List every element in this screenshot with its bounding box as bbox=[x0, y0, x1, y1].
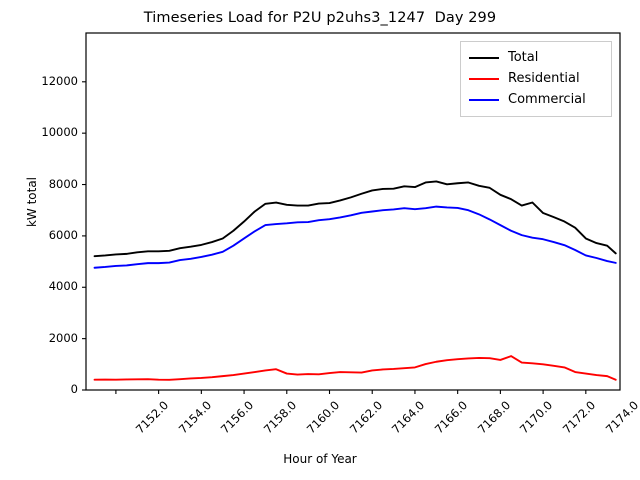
legend-item: Residential bbox=[469, 68, 603, 89]
plot-frame bbox=[85, 32, 621, 391]
legend-label: Residential bbox=[508, 71, 580, 86]
tick-marks bbox=[82, 81, 587, 394]
legend-swatch-line-icon bbox=[469, 77, 499, 80]
y-tick-label: 6000 bbox=[48, 227, 78, 242]
y-tick-label: 4000 bbox=[48, 279, 78, 294]
y-tick-label: 8000 bbox=[48, 176, 78, 191]
series-lines bbox=[93, 180, 617, 381]
y-axis-label: kW total bbox=[25, 176, 39, 228]
chart-legend: Total Residential Commercial bbox=[460, 41, 612, 117]
series-line-total bbox=[93, 180, 617, 258]
legend-swatch-line-icon bbox=[469, 56, 499, 59]
y-tick-label: 2000 bbox=[48, 330, 78, 345]
y-tick-label: 12000 bbox=[41, 73, 78, 88]
legend-label: Total bbox=[508, 50, 539, 65]
chart-title: Timeseries Load for P2U p2uhs3_1247 Day … bbox=[143, 10, 497, 26]
x-axis-label: Hour of Year bbox=[283, 452, 357, 466]
legend-item: Commercial bbox=[469, 89, 603, 110]
legend-item: Total bbox=[469, 47, 603, 68]
series-line-residential bbox=[93, 355, 617, 381]
y-tick-label: 0 bbox=[70, 382, 78, 396]
series-line-commercial bbox=[93, 205, 617, 269]
legend-swatch-line-icon bbox=[469, 98, 499, 101]
plot-border bbox=[85, 32, 621, 391]
legend-label: Commercial bbox=[508, 92, 586, 107]
y-tick-label: 10000 bbox=[41, 125, 78, 140]
